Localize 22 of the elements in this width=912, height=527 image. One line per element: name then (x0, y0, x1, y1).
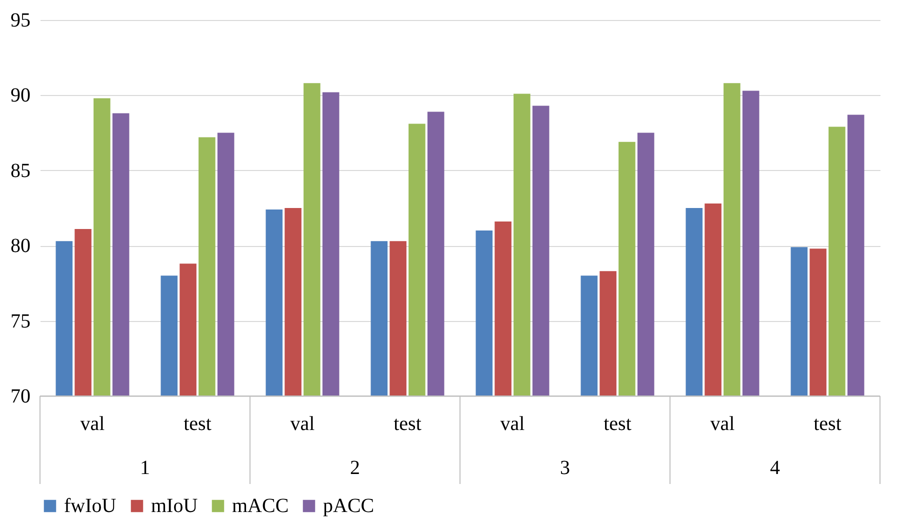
text: 2 (350, 457, 360, 479)
y-tick-label: 85 (10, 160, 30, 182)
legend-label: pACC (323, 495, 374, 517)
x-tick-label: val (290, 413, 316, 435)
text: 1 (140, 457, 150, 479)
y-tick-label: 90 (10, 84, 30, 107)
y-tick-label: 75 (10, 310, 30, 332)
x-tick-label: test (184, 413, 212, 435)
text: 4 (770, 457, 780, 479)
text: 3 (560, 457, 570, 479)
x-tick-label: test (814, 413, 842, 435)
legend-label: mACC (232, 495, 289, 517)
x-tick-label: test (394, 413, 422, 435)
legend-label: fwIoU (64, 495, 117, 517)
x-tick-label: test (604, 413, 632, 435)
y-tick-label: 95 (10, 10, 30, 32)
x-tick-label: val (710, 413, 736, 435)
legend-label: mIoU (151, 495, 198, 517)
x-tick-label: val (80, 413, 106, 435)
y-tick-label: 70 (10, 386, 30, 408)
y-tick-label: 80 (10, 235, 30, 258)
x-tick-label: val (500, 413, 526, 435)
